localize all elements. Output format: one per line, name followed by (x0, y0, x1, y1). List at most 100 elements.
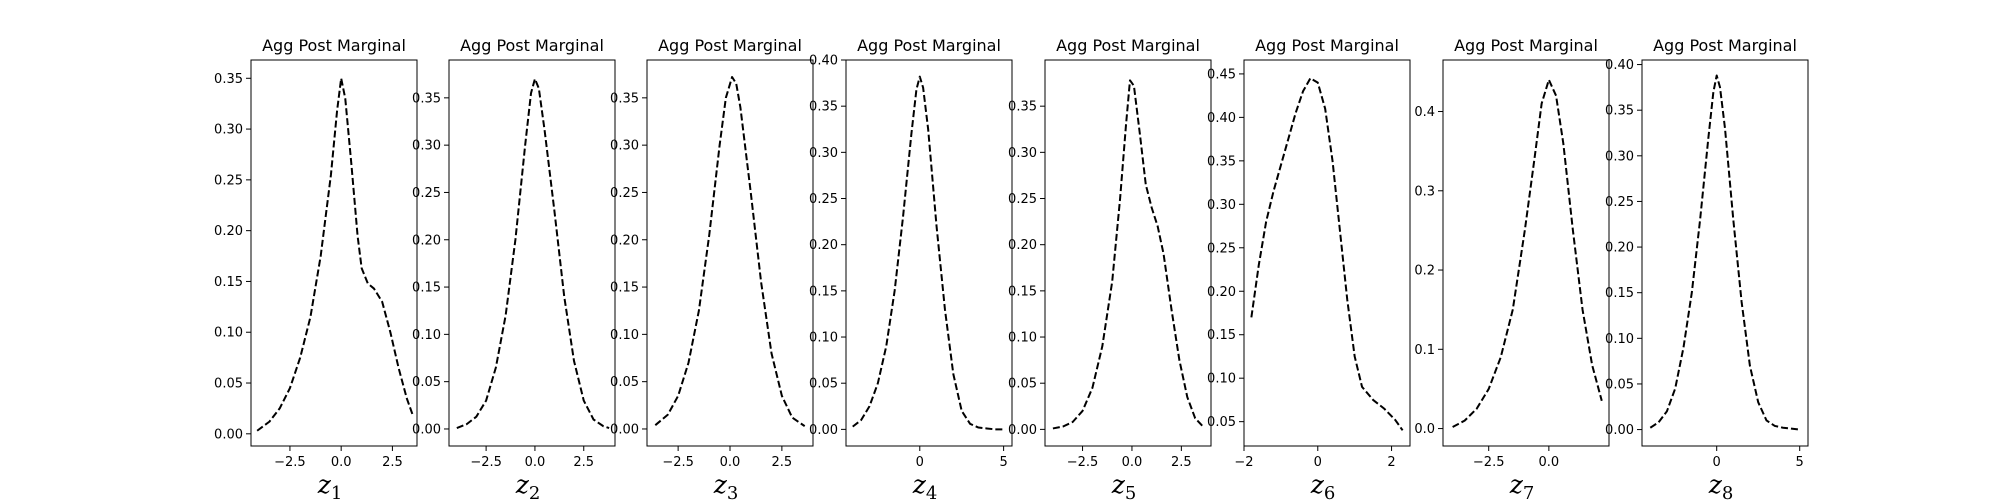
subplot-title: Agg Post Marginal (857, 36, 1001, 55)
x-axis-label-symbol: z (912, 470, 927, 499)
x-axis-label: z8 (1708, 470, 1734, 500)
y-tick-label: 0.00 (610, 422, 639, 437)
y-tick-label: 0.00 (412, 422, 441, 437)
density-line (1649, 74, 1800, 431)
x-axis-label: z4 (912, 470, 938, 500)
y-tick-label: 0.05 (412, 375, 441, 390)
y-tick-label: 0.40 (1605, 58, 1634, 73)
y-tick-label: 0.15 (1605, 286, 1634, 301)
y-tick-label: 0.15 (1008, 284, 1037, 299)
y-tick-label: 0.10 (610, 328, 639, 343)
y-tick-label: 0.1 (1414, 343, 1435, 358)
x-axis-label-subscript: 5 (1125, 483, 1136, 500)
x-axis-label-subscript: 8 (1722, 483, 1733, 500)
y-tick-label: 0.00 (809, 423, 838, 438)
x-tick-label: 0 (916, 455, 924, 470)
subplot-2: Agg Post Marginal 0.00 0.05 0.10 0.15 0.20 0.2… (412, 36, 616, 500)
x-axis-label: z5 (1111, 470, 1137, 500)
subplot-title: Agg Post Marginal (1653, 36, 1797, 55)
y-tick-label: 0.05 (1008, 377, 1037, 392)
y-tick-label: 0.05 (610, 375, 639, 390)
x-tick-label: −2 (1234, 455, 1253, 470)
y-tick-label: 0.20 (1207, 285, 1236, 300)
x-axis-label-subscript: 1 (331, 483, 342, 500)
x-tick-label: 2.5 (772, 455, 793, 470)
density-line (1052, 79, 1204, 430)
y-tick-label: 0.10 (1605, 332, 1634, 347)
x-axis-label-subscript: 7 (1523, 483, 1534, 500)
x-axis-label-symbol: z (1310, 470, 1325, 499)
y-tick-label: 0.45 (1207, 67, 1236, 82)
density-line (1452, 78, 1603, 428)
x-axis-label: z7 (1509, 470, 1535, 500)
density-line (1250, 77, 1404, 431)
y-tick-label: 0.30 (1207, 198, 1236, 213)
y-tick-label: 0.10 (1008, 331, 1037, 346)
y-tick-label: 0.05 (1605, 377, 1634, 392)
subplot-title: Agg Post Marginal (460, 36, 604, 55)
y-tick-label: 0.00 (1605, 423, 1634, 438)
y-tick-label: 0.0 (1414, 422, 1435, 437)
y-tick-label: 0.30 (214, 123, 243, 138)
y-tick-label: 0.30 (1008, 146, 1037, 161)
y-tick-label: 0.30 (1605, 149, 1634, 164)
y-tick-label: 0.30 (809, 146, 838, 161)
y-tick-label: 0.3 (1414, 184, 1435, 199)
subplot-title: Agg Post Marginal (262, 36, 406, 55)
x-tick-label: −2.5 (1473, 455, 1505, 470)
y-tick-label: 0.00 (1008, 423, 1037, 438)
y-tick-label: 0.05 (809, 377, 838, 392)
y-tick-label: 0.35 (214, 72, 243, 87)
subplot-grid: Agg Post Marginal0.000.050.100.150.200.2… (214, 36, 1809, 500)
subplot-title: Agg Post Marginal (658, 36, 802, 55)
axes-frame (448, 59, 616, 447)
y-tick-label: 0.10 (1207, 372, 1236, 387)
x-axis-label-subscript: 2 (529, 483, 540, 500)
density-line (852, 75, 1004, 431)
y-tick-label: 0.10 (412, 328, 441, 343)
subplot-title: Agg Post Marginal (1454, 36, 1598, 55)
x-tick-label: 0.0 (720, 455, 741, 470)
x-tick-label: −2.5 (662, 455, 694, 470)
density-line (256, 77, 414, 432)
x-tick-label: 0.0 (331, 455, 352, 470)
y-tick-label: 0.00 (214, 427, 243, 442)
y-tick-label: 0.15 (610, 281, 639, 296)
y-tick-label: 0.20 (412, 233, 441, 248)
x-axis-label-symbol: z (1708, 470, 1723, 499)
x-axis-label: z2 (515, 470, 541, 500)
x-axis-label-symbol: z (515, 470, 530, 499)
axes-frame (1243, 59, 1411, 447)
x-tick-label: 0.0 (525, 455, 546, 470)
x-axis-label-symbol: z (1509, 470, 1524, 499)
y-tick-label: 0.35 (1008, 100, 1037, 115)
y-tick-label: 0.25 (412, 186, 441, 201)
y-tick-label: 0.35 (809, 100, 838, 115)
subplot-4: Agg Post Marginal 0.00 0.05 0.10 0.15 0.20 0.2… (809, 36, 1013, 500)
axes-frame (1442, 59, 1610, 447)
subplot-6: Agg Post Marginal 0.05 0.10 0.15 0.20 0.25 0.3… (1207, 36, 1411, 500)
y-tick-label: 0.2 (1414, 264, 1435, 279)
y-tick-label: 0.40 (1207, 111, 1236, 126)
y-tick-label: 0.25 (1008, 192, 1037, 207)
axes-frame (646, 59, 814, 447)
y-tick-label: 0.25 (1605, 195, 1634, 210)
y-tick-label: 0.25 (809, 192, 838, 207)
x-axis-label: z6 (1310, 470, 1336, 500)
y-tick-label: 0.15 (1207, 328, 1236, 343)
subplot-8: Agg Post Marginal 0.00 0.05 0.10 0.15 0.20 0.2… (1605, 36, 1809, 500)
density-line (654, 76, 806, 427)
y-tick-label: 0.15 (214, 275, 243, 290)
x-axis-label-subscript: 4 (926, 483, 937, 500)
y-tick-label: 0.20 (809, 238, 838, 253)
x-axis-label-subscript: 6 (1324, 483, 1335, 500)
subplot-3: Agg Post Marginal 0.00 0.05 0.10 0.15 0.20 0.2… (610, 36, 814, 500)
x-tick-label: 2.5 (382, 455, 403, 470)
x-axis-label: z1 (317, 470, 343, 500)
y-tick-label: 0.05 (214, 377, 243, 392)
y-tick-label: 0.4 (1414, 105, 1435, 120)
x-tick-label: 0.0 (1539, 455, 1560, 470)
x-tick-label: 0.0 (1122, 455, 1143, 470)
x-axis-label-symbol: z (713, 470, 728, 499)
